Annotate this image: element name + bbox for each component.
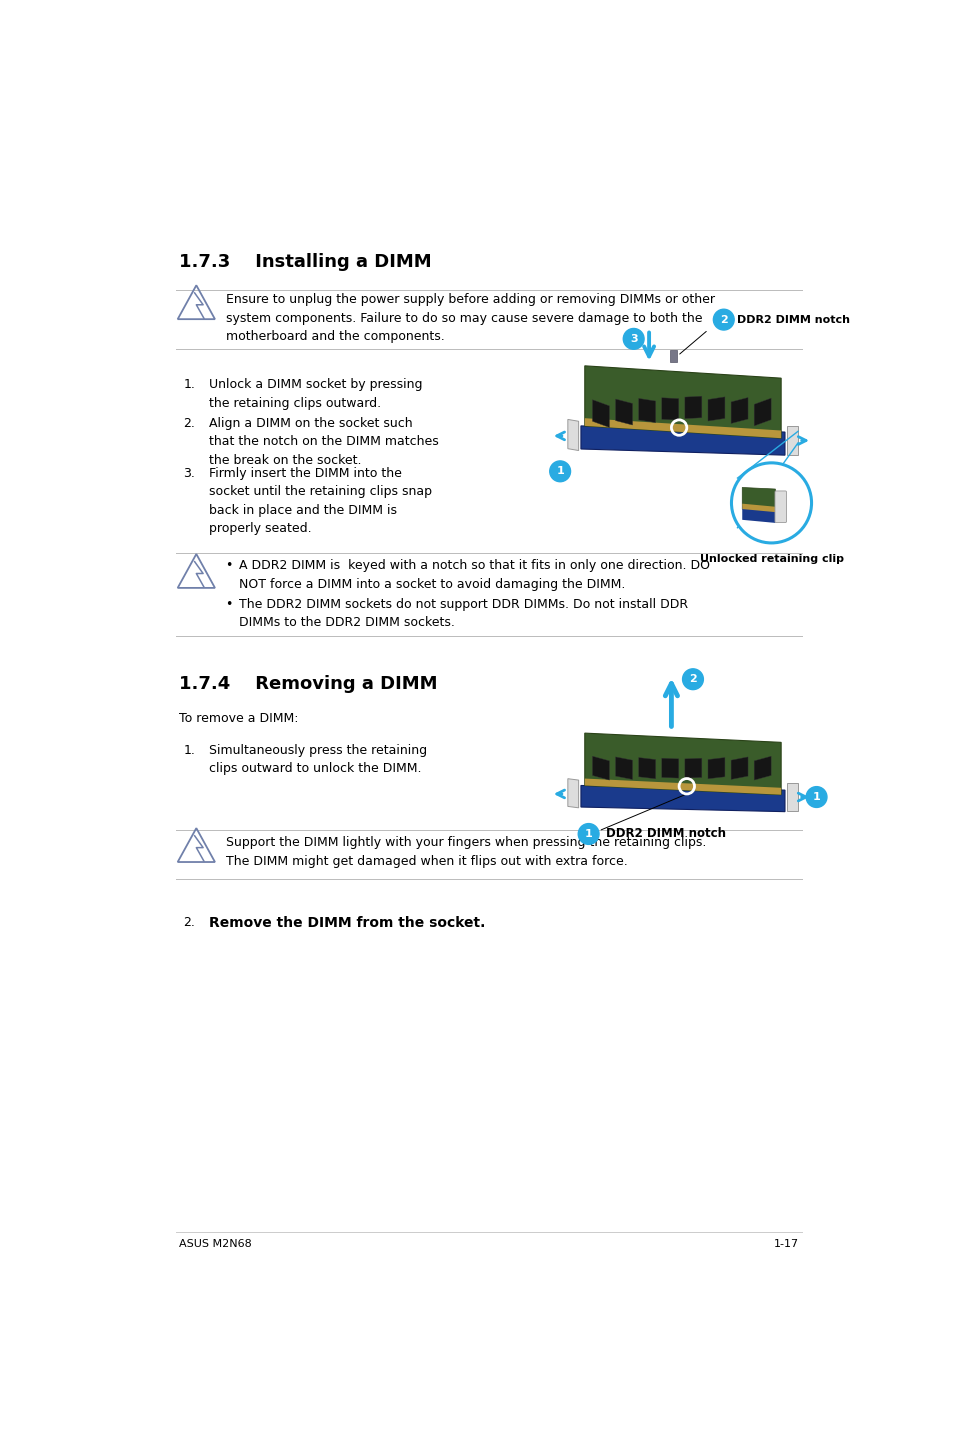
Circle shape (549, 462, 570, 482)
Polygon shape (567, 779, 578, 808)
Polygon shape (592, 756, 609, 779)
Polygon shape (741, 487, 775, 512)
Polygon shape (754, 398, 770, 426)
Text: Unlocked retaining clip: Unlocked retaining clip (699, 554, 842, 564)
Circle shape (578, 824, 598, 844)
Text: 1.7.3    Installing a DIMM: 1.7.3 Installing a DIMM (179, 253, 432, 272)
Text: The DDR2 DIMM sockets do not support DDR DIMMs. Do not install DDR
DIMMs to the : The DDR2 DIMM sockets do not support DDR… (239, 598, 688, 628)
FancyBboxPatch shape (670, 349, 677, 362)
Text: 2.: 2. (183, 916, 195, 929)
Text: Unlock a DIMM socket by pressing
the retaining clips outward.: Unlock a DIMM socket by pressing the ret… (209, 378, 421, 410)
Polygon shape (615, 756, 632, 779)
Polygon shape (567, 420, 578, 450)
Text: 1: 1 (584, 828, 592, 838)
Polygon shape (592, 400, 609, 427)
Text: 2.: 2. (183, 417, 195, 430)
Text: Ensure to unplug the power supply before adding or removing DIMMs or other
syste: Ensure to unplug the power supply before… (225, 293, 714, 344)
Circle shape (805, 787, 826, 807)
Text: Simultaneously press the retaining
clips outward to unlock the DIMM.: Simultaneously press the retaining clips… (209, 743, 426, 775)
Text: Remove the DIMM from the socket.: Remove the DIMM from the socket. (209, 916, 484, 929)
Text: To remove a DIMM:: To remove a DIMM: (179, 712, 298, 725)
Polygon shape (580, 426, 784, 456)
Polygon shape (684, 397, 701, 418)
Text: 2: 2 (720, 315, 727, 325)
Text: 1.: 1. (183, 743, 195, 756)
Circle shape (731, 463, 811, 544)
Text: A DDR2 DIMM is  keyed with a notch so that it fits in only one direction. DO
NOT: A DDR2 DIMM is keyed with a notch so tha… (239, 559, 710, 591)
Text: 1-17: 1-17 (773, 1240, 798, 1250)
Text: 1.7.4    Removing a DIMM: 1.7.4 Removing a DIMM (179, 674, 437, 693)
Polygon shape (741, 503, 775, 512)
Polygon shape (584, 418, 781, 439)
Text: ASUS M2N68: ASUS M2N68 (179, 1240, 252, 1250)
Polygon shape (661, 398, 678, 420)
Polygon shape (615, 400, 632, 426)
Polygon shape (730, 397, 747, 423)
Polygon shape (730, 756, 747, 779)
Polygon shape (707, 397, 724, 421)
Polygon shape (707, 758, 724, 779)
Text: Align a DIMM on the socket such
that the notch on the DIMM matches
the break on : Align a DIMM on the socket such that the… (209, 417, 438, 467)
Polygon shape (684, 758, 701, 778)
Circle shape (681, 669, 702, 690)
Polygon shape (754, 756, 770, 779)
Circle shape (713, 309, 734, 331)
Polygon shape (584, 365, 781, 439)
Text: 1: 1 (556, 466, 563, 476)
Text: 2: 2 (688, 674, 696, 684)
Text: DDR2 DIMM notch: DDR2 DIMM notch (606, 827, 725, 840)
Circle shape (622, 328, 643, 349)
Text: 1: 1 (812, 792, 820, 802)
Text: 3.: 3. (183, 467, 195, 480)
Polygon shape (584, 778, 781, 795)
Polygon shape (786, 784, 798, 811)
Text: DDR2 DIMM notch: DDR2 DIMM notch (736, 315, 849, 325)
Polygon shape (584, 733, 781, 795)
Text: Support the DIMM lightly with your fingers when pressing the retaining clips.
Th: Support the DIMM lightly with your finge… (225, 837, 705, 867)
Polygon shape (741, 506, 775, 523)
Polygon shape (638, 398, 655, 423)
Text: 3: 3 (629, 334, 637, 344)
Text: 1.: 1. (183, 378, 195, 391)
Text: Firmly insert the DIMM into the
socket until the retaining clips snap
back in pl: Firmly insert the DIMM into the socket u… (209, 467, 431, 535)
Text: •: • (225, 598, 233, 611)
Polygon shape (786, 426, 798, 456)
Polygon shape (580, 785, 784, 811)
Polygon shape (638, 758, 655, 779)
Text: •: • (225, 559, 233, 572)
Polygon shape (661, 758, 678, 778)
FancyBboxPatch shape (774, 490, 785, 522)
